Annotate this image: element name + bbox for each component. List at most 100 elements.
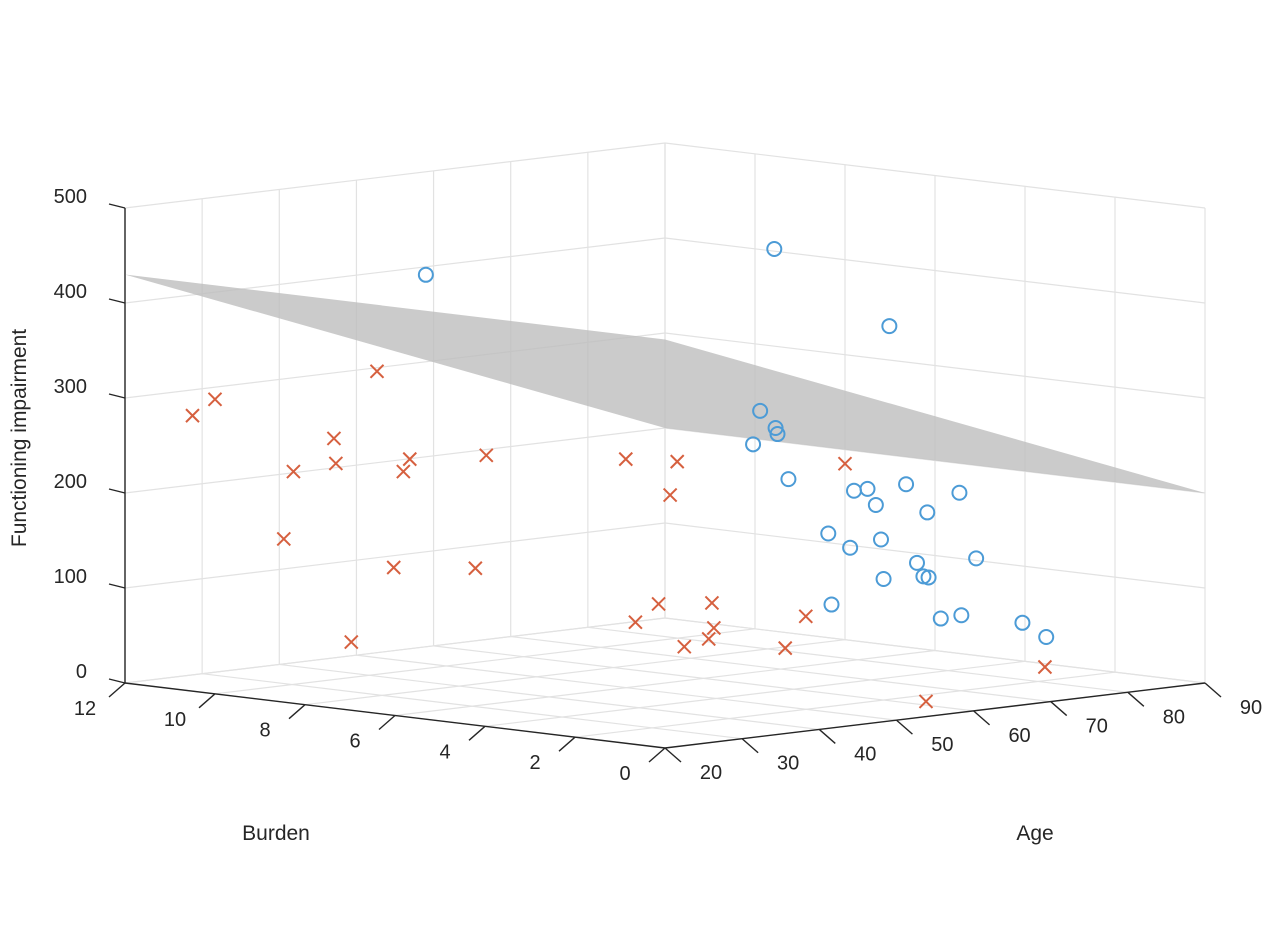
side-wall-gridline-z <box>664 617 1206 684</box>
z-tick-mark <box>108 203 126 209</box>
circle-marker <box>1038 629 1055 646</box>
y-axis-label: Burden <box>242 822 310 845</box>
y-tick-label: 10 <box>164 709 186 731</box>
x-tick-label: 60 <box>1008 725 1030 747</box>
x-tick-label: 50 <box>931 734 953 756</box>
y-tick-mark <box>648 747 666 763</box>
cross-marker <box>286 464 301 479</box>
fit-surface <box>125 274 1205 493</box>
cross-marker <box>396 464 411 479</box>
circle-marker <box>873 531 889 548</box>
circle-marker <box>745 436 762 453</box>
z-tick-mark <box>108 488 126 494</box>
cross-marker <box>402 451 417 467</box>
circle-marker <box>752 402 769 419</box>
labels-layer: Functioning impairment Burden Age 20 30 40… <box>8 186 1262 845</box>
cross-marker <box>479 448 494 463</box>
cross-marker <box>326 431 342 446</box>
circle-marker <box>968 550 985 567</box>
z-tick-mark <box>108 393 126 399</box>
z-tick-label: 300 <box>54 376 87 398</box>
circle-marker <box>951 484 968 501</box>
x-tick-label: 90 <box>1240 697 1262 719</box>
x-tick-mark <box>664 747 682 763</box>
circle-marker <box>842 539 859 556</box>
cross-marker <box>778 640 793 656</box>
circle-marker <box>820 525 837 542</box>
x-tick-label: 40 <box>854 743 876 765</box>
z-tick-label: 400 <box>54 281 87 303</box>
side-wall-gridline-z <box>664 142 1206 209</box>
x-tick-mark <box>895 719 913 735</box>
side-wall-gridline-z <box>664 522 1206 589</box>
y-tick-mark <box>468 725 486 741</box>
x-tick-mark <box>818 728 836 744</box>
back-wall-gridline-z <box>124 522 666 589</box>
cross-marker <box>468 561 483 576</box>
cross-marker <box>344 634 359 650</box>
y-tick-label: 4 <box>439 741 450 763</box>
cross-marker <box>706 620 722 636</box>
cross-marker <box>704 595 720 611</box>
z-tick-mark <box>108 583 126 589</box>
x-tick-mark <box>1127 691 1145 707</box>
y-tick-label: 12 <box>74 698 96 720</box>
back-wall-gridline-z <box>124 427 666 494</box>
x-tick-mark <box>1204 682 1222 698</box>
circle-marker <box>881 318 898 335</box>
circle-marker <box>932 610 949 627</box>
circle-marker <box>823 596 840 613</box>
z-tick-mark <box>108 298 126 304</box>
cross-marker <box>369 364 385 379</box>
y-tick-label: 8 <box>259 720 270 742</box>
cross-marker <box>670 454 685 469</box>
y-tick-label: 0 <box>619 763 630 785</box>
cross-marker <box>618 451 633 467</box>
cross-marker <box>918 694 934 709</box>
circle-marker <box>898 476 915 493</box>
floor-gridline-y <box>484 660 1026 727</box>
cross-marker <box>701 631 716 647</box>
floor-gridline-y <box>574 671 1116 738</box>
floor-gridline-y <box>394 649 936 717</box>
circle-marker <box>1014 614 1031 631</box>
back-wall-gridline-z <box>124 617 666 684</box>
cross-marker <box>185 408 200 423</box>
circle-marker <box>780 471 797 488</box>
circle-marker <box>919 504 936 521</box>
circle-marker <box>953 607 970 624</box>
circle-marker <box>766 241 783 258</box>
x-tick-label: 80 <box>1163 706 1185 728</box>
y-tick-mark <box>378 714 396 731</box>
x-tick-mark <box>741 738 759 754</box>
x-axis-label: Age <box>1016 822 1053 845</box>
x-tick-mark <box>1050 701 1068 717</box>
y-tick-label: 2 <box>529 752 540 774</box>
cross-marker <box>677 639 692 654</box>
floor-gridline-y <box>304 639 846 706</box>
z-axis-label: Functioning impairment <box>8 329 31 547</box>
x-tick-mark <box>973 710 991 726</box>
circle-marker <box>867 496 884 513</box>
y-tick-label: 6 <box>349 731 360 753</box>
cross-marker <box>662 487 678 503</box>
circle-marker <box>909 554 925 571</box>
x-axis-line <box>664 682 1206 749</box>
z-tick-label: 0 <box>76 661 87 683</box>
cross-marker <box>1037 659 1053 675</box>
z-tick-label: 100 <box>54 566 87 588</box>
y-tick-mark <box>288 704 306 720</box>
floor-gridline-y <box>214 628 756 695</box>
y-tick-mark <box>108 682 126 698</box>
circle-marker <box>769 426 786 443</box>
circle-marker <box>417 266 434 283</box>
x-tick-label: 70 <box>1086 716 1108 738</box>
x-tick-label: 20 <box>700 762 722 784</box>
back-wall-gridline-z <box>124 142 666 209</box>
circle-marker <box>859 480 876 497</box>
fit-surface-layer <box>125 274 1205 493</box>
x-tick-label: 30 <box>777 753 799 775</box>
y-tick-mark <box>558 736 576 752</box>
